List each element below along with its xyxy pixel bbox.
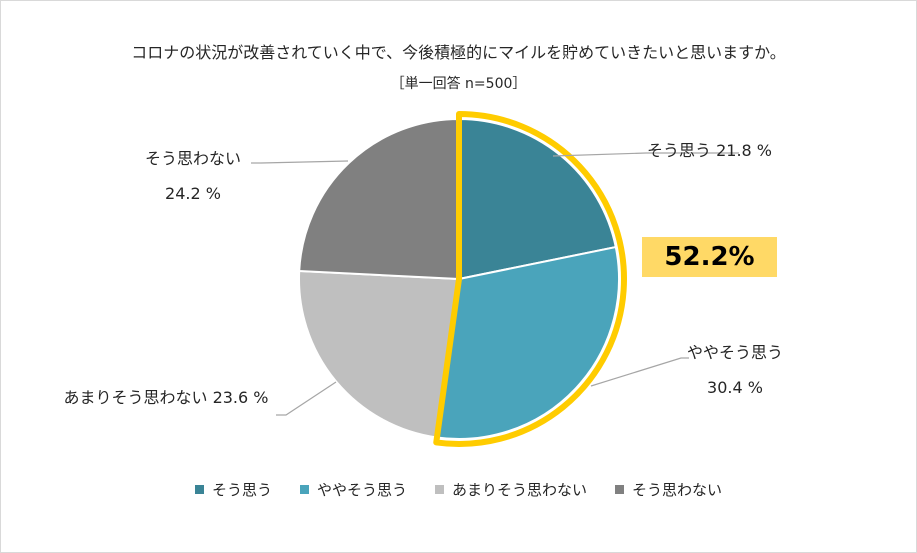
data-label-disagree-name: そう思わない <box>145 149 241 168</box>
slice-somewhat-agree <box>435 245 620 440</box>
legend-label-agree: そう思う <box>211 481 272 499</box>
legend-item-disagree: そう思わない <box>615 479 722 500</box>
legend-label-somewhat-disagree: あまりそう思わない <box>452 481 588 499</box>
legend-swatch-disagree <box>615 485 625 494</box>
legend-item-somewhat-disagree: あまりそう思わない <box>435 479 587 500</box>
leader-line-agree <box>552 152 739 157</box>
data-label-agree: そう思う 21.8 % <box>647 141 772 160</box>
slice-disagree <box>298 117 460 281</box>
data-label-somewhat-disagree: あまりそう思わない 23.6 % <box>63 388 268 407</box>
highlight-outline <box>433 111 627 447</box>
data-label-somewhat-agree-name: ややそう思う <box>687 343 783 362</box>
slice-somewhat-disagree <box>298 269 461 439</box>
legend-swatch-agree <box>194 485 204 494</box>
leader-line-disagree <box>251 160 349 164</box>
data-label-disagree-value: 24.2 % <box>165 184 221 203</box>
legend-label-disagree: そう思わない <box>632 481 723 499</box>
legend-item-agree: そう思う <box>194 479 272 500</box>
leader-line-somewhat-agree <box>590 357 689 387</box>
data-label-somewhat-agree-value: 30.4 % <box>707 378 763 397</box>
leader-line-somewhat-disagree <box>276 381 337 416</box>
highlight-total-label: 52.2% <box>642 237 777 277</box>
chart-title: コロナの状況が改善されていく中で、今後積極的にマイルを貯めていきたいと思いますか… <box>131 43 786 62</box>
legend-label-somewhat-agree: ややそう思う <box>316 481 407 499</box>
legend-swatch-somewhat-agree <box>299 485 309 494</box>
chart-legend: そう思う ややそう思う あまりそう思わない そう思わない <box>1 479 916 500</box>
chart-subtitle: ［単一回答 n=500］ <box>390 76 527 92</box>
legend-swatch-somewhat-disagree <box>435 485 444 494</box>
slice-agree <box>458 117 617 281</box>
legend-item-somewhat-agree: ややそう思う <box>299 479 407 500</box>
